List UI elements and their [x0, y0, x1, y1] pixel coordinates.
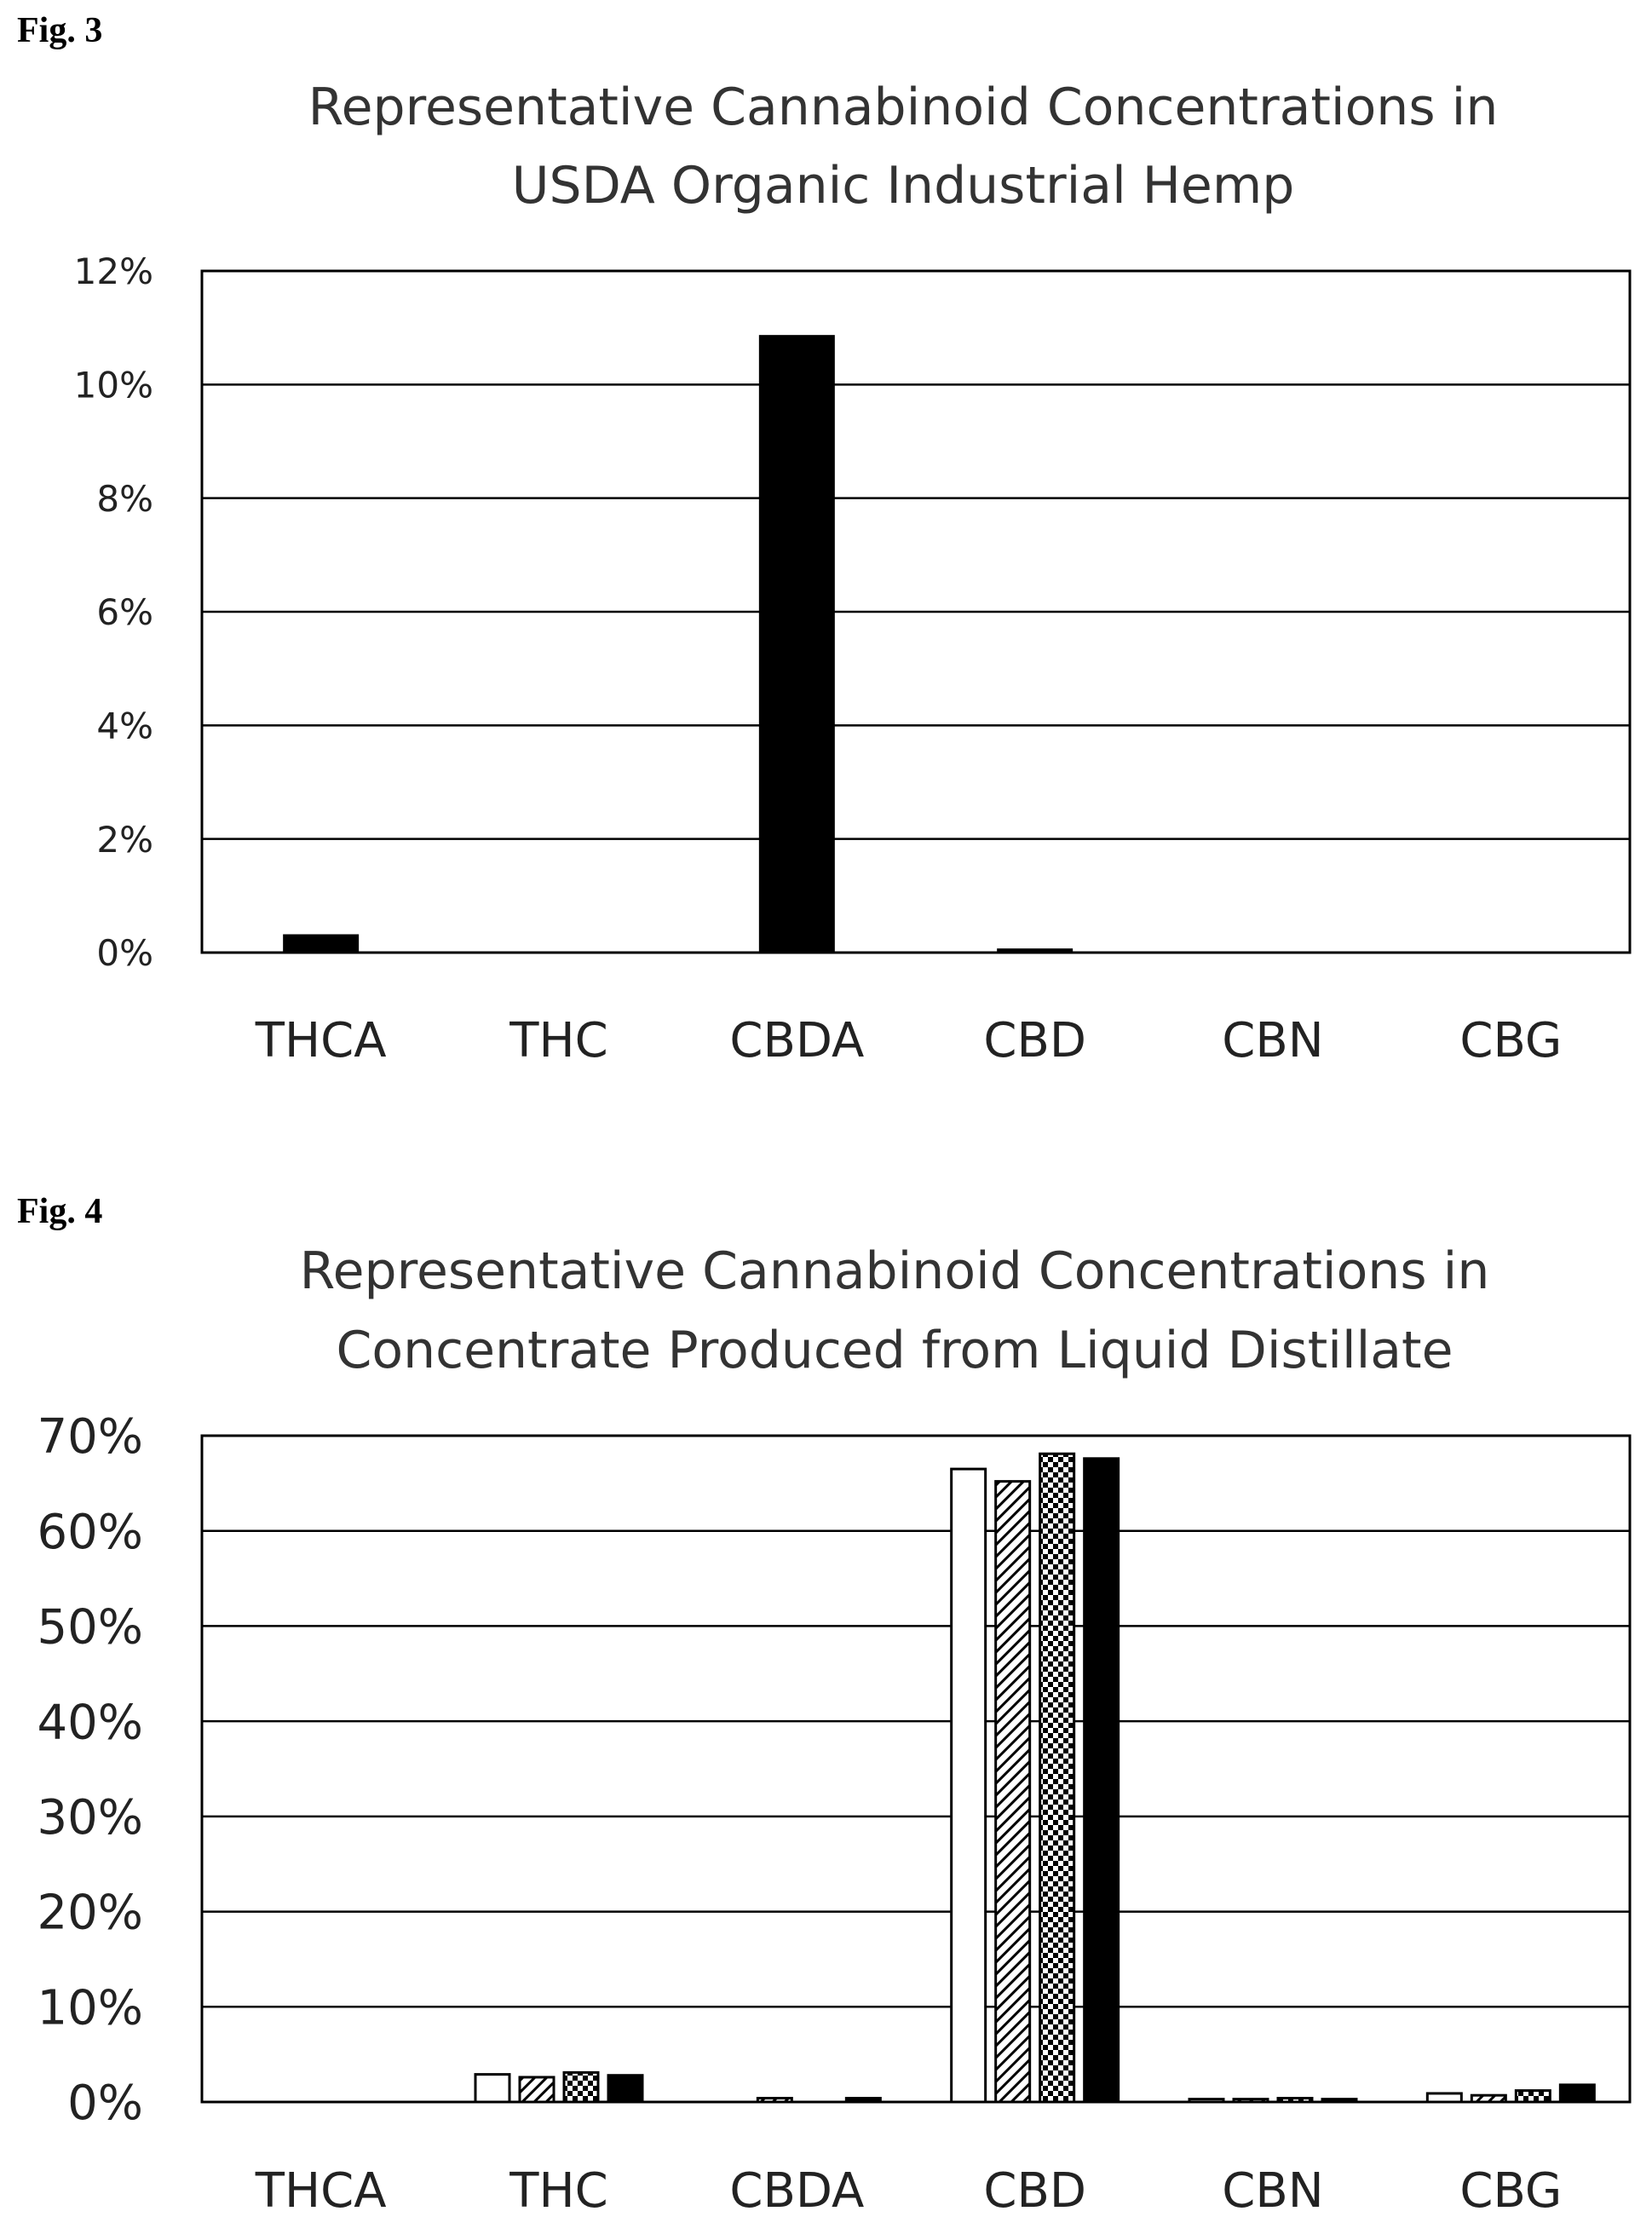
bar	[997, 948, 1074, 954]
bar	[607, 2074, 644, 2104]
bar	[1514, 2089, 1551, 2104]
y-tick-label: 70%	[37, 1409, 143, 1465]
y-tick-label: 40%	[37, 1695, 143, 1750]
bar	[1083, 1457, 1120, 2104]
bar	[994, 1480, 1032, 2104]
bar	[518, 2076, 555, 2104]
bar	[844, 2097, 882, 2104]
bar	[1188, 2098, 1225, 2104]
y-tick-label: 50%	[37, 1600, 143, 1656]
bar	[758, 335, 835, 954]
y-tick-label: 0%	[96, 932, 153, 974]
chart-fig3: Representative Cannabinoid Concentration…	[74, 78, 1632, 1068]
x-tick-label: THCA	[255, 1013, 387, 1068]
x-tick-label: CBN	[1222, 1013, 1323, 1068]
x-tick-label: THC	[509, 1013, 607, 1068]
chart-title-line: USDA Organic Industrial Hemp	[512, 156, 1295, 216]
bar	[1558, 2083, 1596, 2104]
bar	[1039, 1452, 1076, 2104]
chart-title-line: Concentrate Produced from Liquid Distill…	[336, 1321, 1453, 1380]
y-tick-label: 8%	[96, 478, 153, 520]
chart-title-line: Representative Cannabinoid Concentration…	[300, 1241, 1490, 1301]
y-tick-label: 60%	[37, 1505, 143, 1560]
y-tick-label: 30%	[37, 1790, 143, 1846]
bar	[756, 2097, 793, 2104]
bar	[562, 2070, 600, 2104]
x-tick-label: CBN	[1222, 2163, 1323, 2217]
y-tick-label: 12%	[74, 250, 153, 292]
y-tick-label: 6%	[96, 591, 153, 633]
bar	[1425, 2092, 1463, 2104]
x-tick-label: CBDA	[729, 2163, 864, 2217]
x-tick-label: THCA	[255, 2163, 387, 2217]
x-tick-label: THC	[509, 2163, 607, 2217]
bar	[1321, 2098, 1358, 2104]
y-tick-label: 4%	[96, 705, 153, 746]
fig-3-label: Fig. 3	[17, 11, 103, 50]
chart-title-line: Representative Cannabinoid Concentration…	[308, 78, 1499, 137]
y-tick-label: 2%	[96, 819, 153, 861]
plot-frame	[200, 1434, 1632, 2104]
x-tick-label: CBG	[1459, 2163, 1562, 2217]
bar	[1232, 2098, 1269, 2104]
bar	[950, 1467, 987, 2104]
x-tick-label: CBD	[983, 1013, 1086, 1068]
x-tick-label: CBDA	[729, 1013, 864, 1068]
bar	[1276, 2097, 1314, 2104]
y-tick-label: 0%	[67, 2076, 143, 2131]
y-tick-label: 10%	[74, 364, 153, 406]
y-tick-label: 20%	[37, 1886, 143, 1941]
x-tick-label: CBD	[983, 2163, 1086, 2217]
y-tick-label: 10%	[37, 1980, 143, 2036]
bar	[283, 934, 360, 954]
x-tick-label: CBG	[1459, 1013, 1562, 1068]
chart-fig4: Representative Cannabinoid Concentration…	[37, 1241, 1632, 2217]
bar	[1470, 2093, 1507, 2104]
bar	[474, 2073, 511, 2104]
fig-4-label: Fig. 4	[17, 1192, 103, 1231]
